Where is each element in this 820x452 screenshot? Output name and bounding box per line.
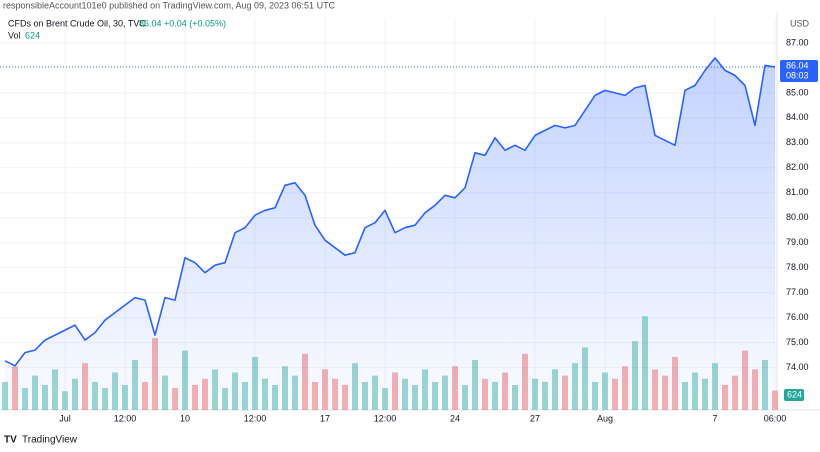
price-line <box>4 57 776 367</box>
price-area <box>5 57 775 411</box>
x-tick-label: 10 <box>180 413 190 423</box>
x-tick-label: Jul <box>59 413 71 423</box>
volume-legend: Vol <box>8 30 21 40</box>
y-tick-label: 76.00 <box>786 312 809 322</box>
x-tick-label: 12:00 <box>374 413 397 423</box>
x-tick-label: 17 <box>320 413 330 423</box>
y-tick-label: 87.00 <box>786 37 809 47</box>
x-tick-label: 12:00 <box>244 413 267 423</box>
volume-badge <box>784 389 804 401</box>
price-badge-countdown: 08:03 <box>786 70 809 80</box>
x-tick-label: 06:00 <box>764 413 787 423</box>
currency[interactable]: USD <box>790 18 810 28</box>
brand: TradingView <box>22 435 78 446</box>
x-tick-label: 24 <box>450 413 460 423</box>
y-tick-label: 79.00 <box>786 237 809 247</box>
volume-last: 624 <box>25 30 40 40</box>
chart-title: CFDs on Brent Crude Oil, 30, TVC <box>8 18 146 28</box>
y-tick-label: 83.00 <box>786 137 809 147</box>
y-tick-label: 84.00 <box>786 112 809 122</box>
x-tick-label: 27 <box>530 413 540 423</box>
change: +0.04 (+0.05%) <box>164 18 226 28</box>
y-tick-label: 81.00 <box>786 187 809 197</box>
price-badge <box>780 59 818 82</box>
plot <box>4 57 776 411</box>
y-tick-label: 78.00 <box>786 262 809 272</box>
brand-logo: TV <box>4 435 17 446</box>
publisher: responsibleAccount101e0 published on Tra… <box>3 0 336 10</box>
volume-badge-value: 624 <box>787 389 802 399</box>
y-tick-label: 85.00 <box>786 87 809 97</box>
y-tick-label: 82.00 <box>786 162 809 172</box>
x-tick-label: 12:00 <box>114 413 137 423</box>
y-tick-label: 74.00 <box>786 362 809 372</box>
y-tick-label: 77.00 <box>786 287 809 297</box>
last-price: 86.04 <box>139 18 162 28</box>
y-tick-label: 75.00 <box>786 337 809 347</box>
price-badge-value: 86.04 <box>786 60 809 70</box>
x-tick-label: Aug <box>597 413 613 423</box>
y-tick-label: 80.00 <box>786 212 809 222</box>
x-tick-label: 7 <box>712 413 717 423</box>
